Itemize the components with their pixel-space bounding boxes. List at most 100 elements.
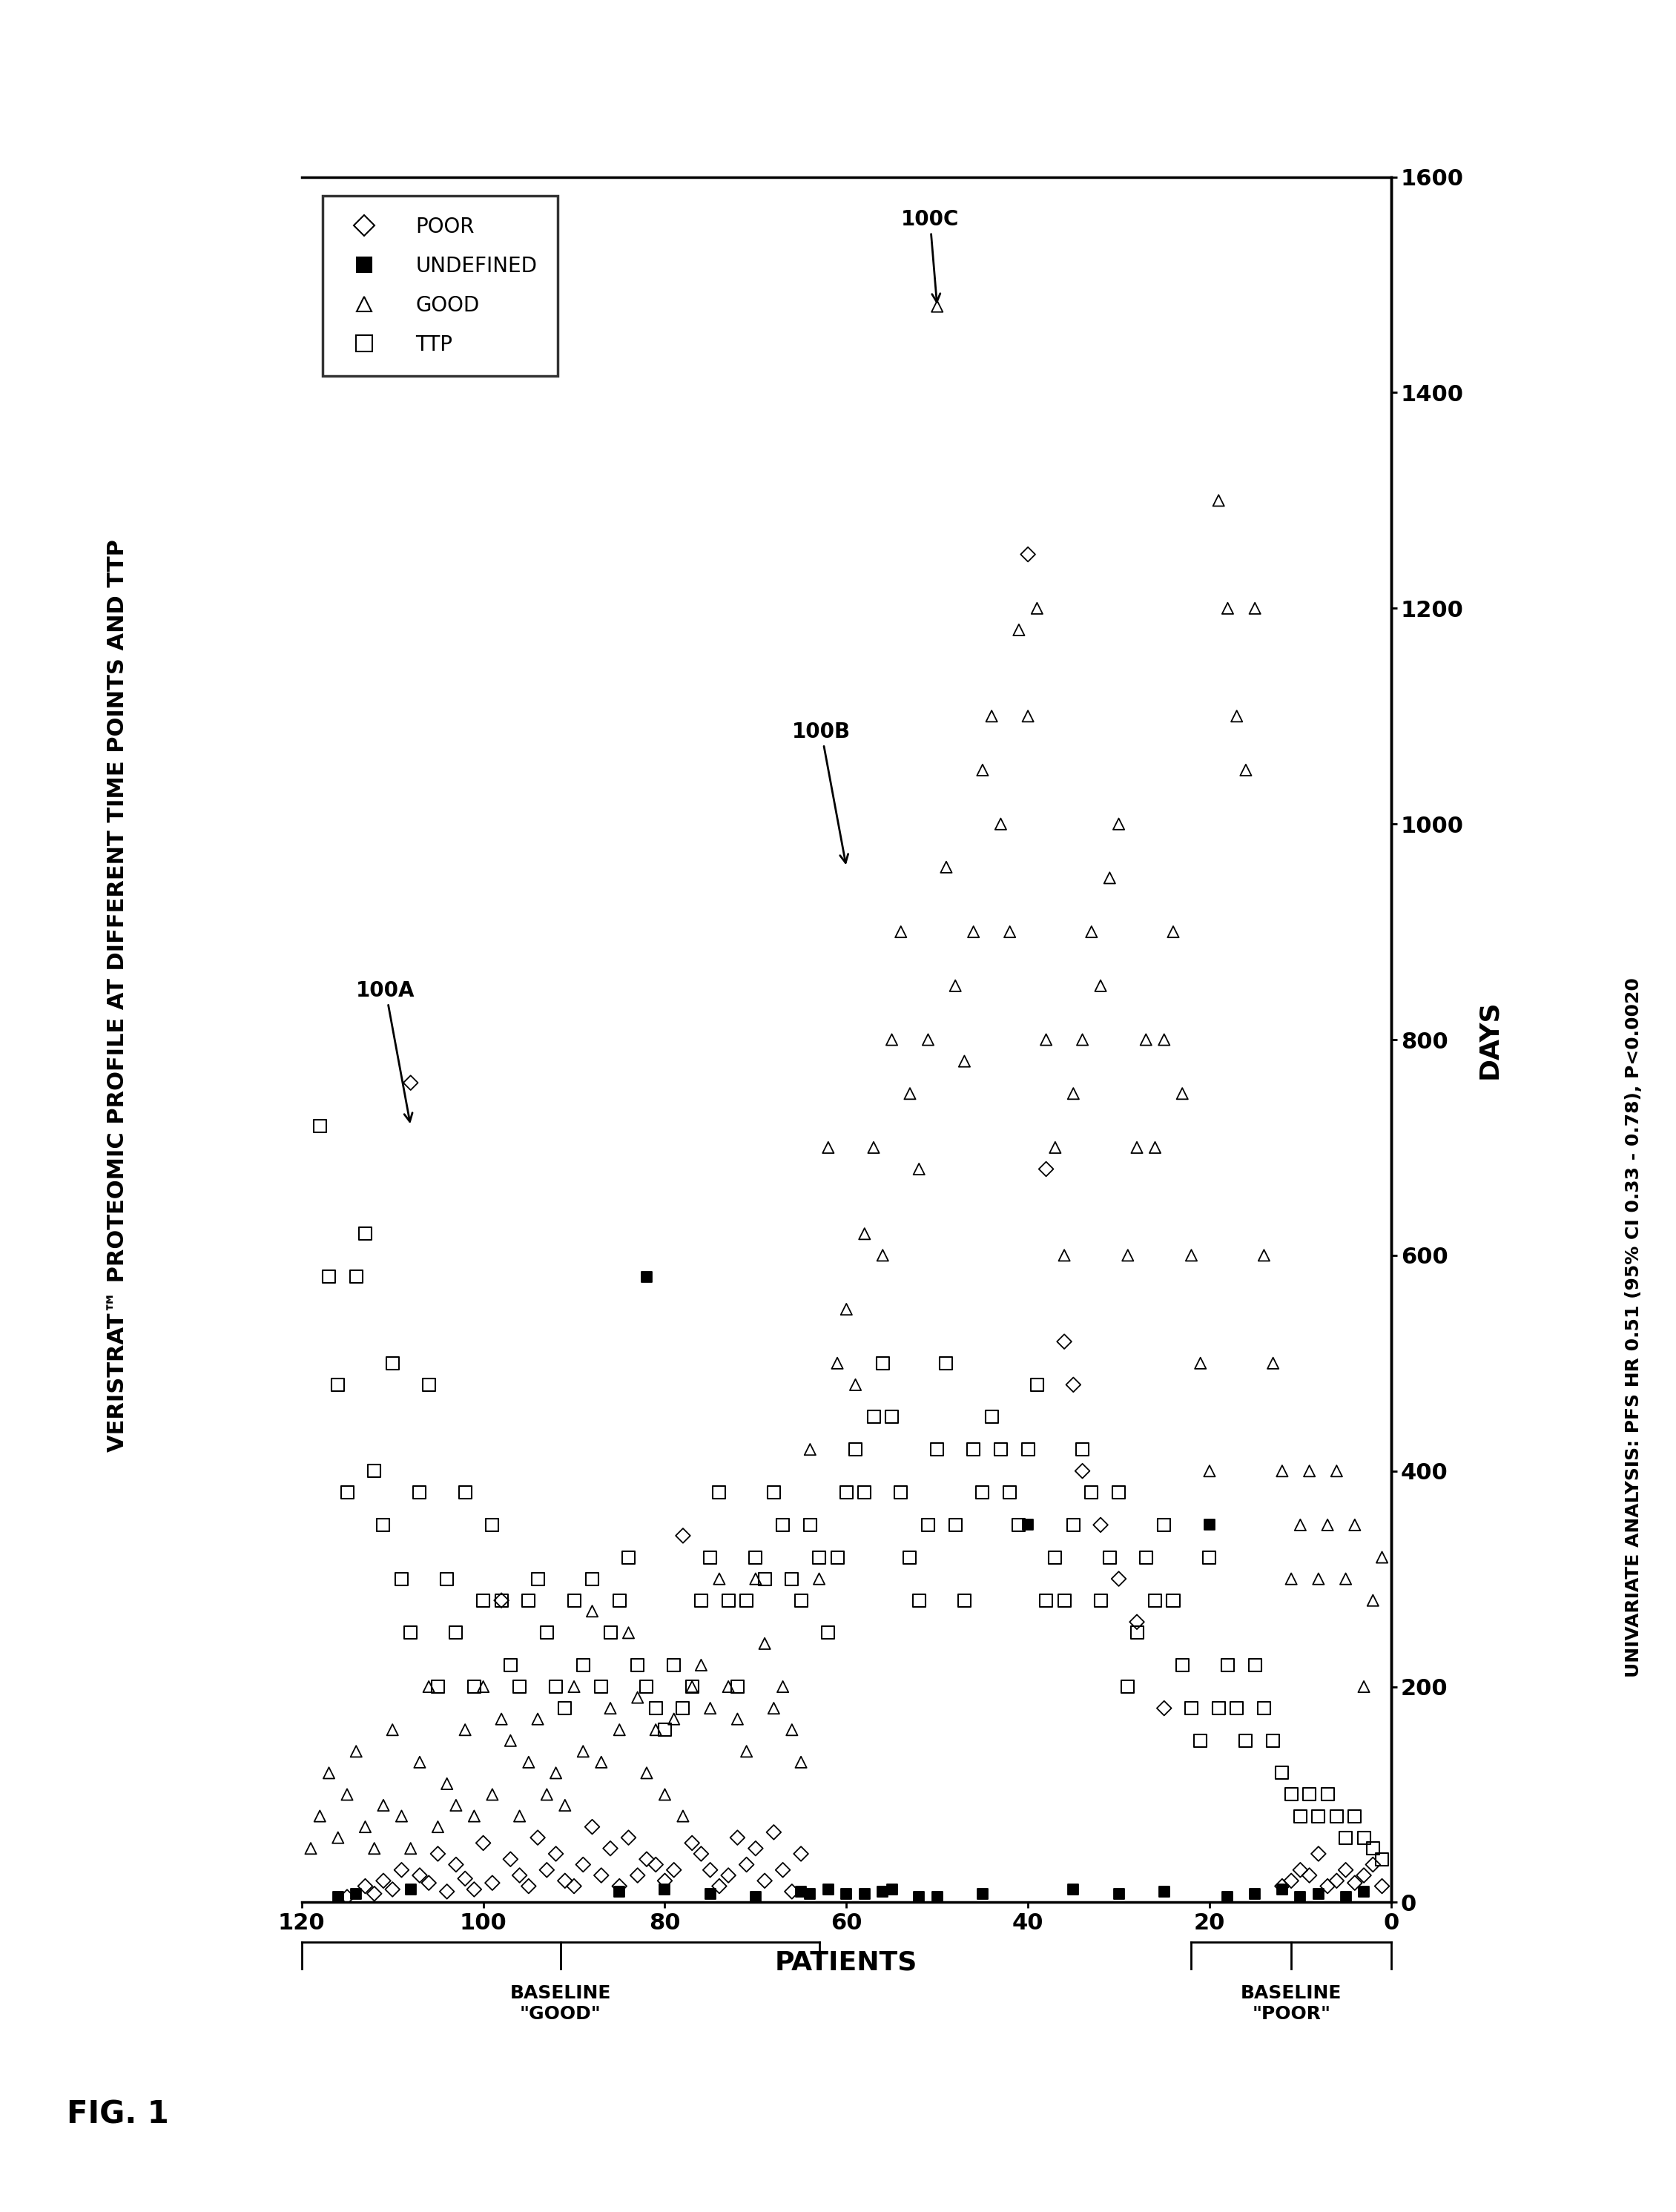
- Point: [1269, 1756, 1296, 1792]
- Point: [679, 1668, 706, 1703]
- Point: [634, 1756, 660, 1792]
- Point: [796, 1876, 823, 1911]
- Point: [442, 1615, 469, 1650]
- Point: [670, 1690, 697, 1725]
- Point: [1341, 1506, 1368, 1542]
- Point: [360, 1453, 387, 1489]
- Point: [1223, 699, 1250, 734]
- Point: [778, 1874, 804, 1909]
- Point: [578, 1593, 605, 1628]
- Point: [370, 1863, 397, 1898]
- Point: [742, 1540, 769, 1575]
- Point: [870, 1874, 897, 1909]
- Point: [461, 1871, 488, 1907]
- Point: [942, 969, 969, 1004]
- Point: [1069, 1453, 1096, 1489]
- Point: [442, 1847, 469, 1882]
- Point: [352, 1809, 379, 1845]
- Point: [825, 1540, 851, 1575]
- Point: [1197, 1453, 1223, 1489]
- Point: [1151, 1874, 1178, 1909]
- Point: [1069, 1022, 1096, 1057]
- Point: [1277, 1562, 1304, 1597]
- Point: [325, 1880, 352, 1916]
- Point: [732, 1847, 759, 1882]
- Point: [987, 805, 1014, 841]
- Point: [1006, 613, 1032, 648]
- Point: [315, 1259, 342, 1294]
- Point: [578, 1809, 605, 1845]
- Point: [806, 1562, 833, 1597]
- Point: [1014, 538, 1041, 573]
- Point: [761, 1690, 788, 1725]
- Point: [670, 1517, 697, 1553]
- Point: [1078, 914, 1104, 949]
- Point: [724, 1820, 751, 1856]
- Point: [488, 1582, 515, 1617]
- Point: [769, 1851, 796, 1887]
- Point: [406, 1858, 432, 1893]
- Point: [334, 1475, 360, 1511]
- Point: [1123, 1130, 1150, 1166]
- Point: [379, 1712, 406, 1747]
- Point: [525, 1820, 551, 1856]
- Point: [778, 1712, 804, 1747]
- Point: [525, 1701, 551, 1736]
- Point: [1359, 1832, 1386, 1867]
- Point: [623, 1648, 650, 1683]
- Point: [1306, 1562, 1332, 1597]
- Point: [934, 1345, 960, 1380]
- Point: [451, 1475, 478, 1511]
- Point: [679, 1825, 706, 1860]
- Point: [551, 1863, 578, 1898]
- Point: [1296, 1453, 1322, 1489]
- Point: [1123, 1604, 1150, 1639]
- Point: [1324, 1453, 1351, 1489]
- Point: [434, 1562, 461, 1597]
- Point: [1014, 1431, 1041, 1467]
- Point: [1059, 1871, 1086, 1907]
- Point: [406, 1475, 432, 1511]
- Point: [451, 1860, 478, 1896]
- Point: [769, 1668, 796, 1703]
- Point: [1178, 1237, 1205, 1272]
- Point: [342, 1734, 369, 1770]
- Point: [615, 1540, 642, 1575]
- Point: [623, 1679, 650, 1714]
- Point: [679, 1668, 706, 1703]
- Point: [697, 1876, 724, 1911]
- Point: [796, 1506, 823, 1542]
- Point: [706, 1562, 732, 1597]
- Point: [1133, 1022, 1160, 1057]
- Point: [479, 1776, 506, 1812]
- Point: [788, 1836, 815, 1871]
- Point: [1287, 1880, 1314, 1916]
- Text: 100B: 100B: [791, 721, 851, 863]
- Point: [660, 1851, 687, 1887]
- Point: [488, 1701, 515, 1736]
- Point: [687, 1836, 714, 1871]
- Point: [687, 1582, 714, 1617]
- Point: [1223, 1690, 1250, 1725]
- Point: [923, 1880, 950, 1916]
- Point: [1123, 1615, 1150, 1650]
- Point: [796, 1431, 823, 1467]
- Point: [851, 1217, 878, 1252]
- Point: [397, 1871, 424, 1907]
- Point: [825, 1345, 851, 1380]
- Point: [1232, 1723, 1259, 1759]
- Point: [979, 699, 1006, 734]
- Point: [815, 1615, 841, 1650]
- Point: [851, 1876, 878, 1911]
- Point: [469, 1668, 496, 1703]
- Point: [515, 1745, 541, 1781]
- Point: [588, 1668, 615, 1703]
- Point: [1359, 1847, 1386, 1882]
- X-axis label: PATIENTS: PATIENTS: [774, 1951, 918, 1975]
- Point: [934, 849, 960, 885]
- Point: [1351, 1820, 1378, 1856]
- Point: [670, 1798, 697, 1834]
- Point: [897, 1540, 923, 1575]
- Point: [960, 914, 987, 949]
- Point: [1351, 1668, 1378, 1703]
